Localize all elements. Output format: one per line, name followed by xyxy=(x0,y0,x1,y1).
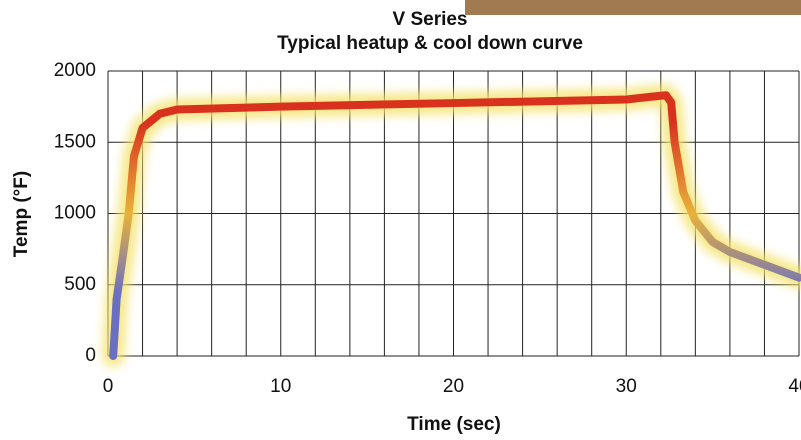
chart-subtitle: Typical heatup & cool down curve xyxy=(277,33,583,54)
x-tick-label: 30 xyxy=(616,376,637,397)
chart-title: V Series xyxy=(393,9,468,30)
y-tick-label: 2000 xyxy=(54,60,96,81)
y-tick-label: 1000 xyxy=(54,203,96,224)
x-tick-label: 20 xyxy=(443,376,464,397)
y-tick-label: 0 xyxy=(85,345,96,366)
line xyxy=(113,95,799,356)
x-tick-label: 40 xyxy=(788,376,801,397)
y-tick-label: 1500 xyxy=(54,131,96,152)
x-tick-label: 0 xyxy=(103,376,114,397)
x-axis-title: Time (sec) xyxy=(407,414,501,435)
y-tick-label: 500 xyxy=(64,274,96,295)
x-tick-label: 10 xyxy=(270,376,291,397)
photo-strip xyxy=(465,0,801,15)
y-axis-title: Temp (°F) xyxy=(11,171,32,257)
chart: V Series Typical heatup & cool down curv… xyxy=(0,0,801,440)
